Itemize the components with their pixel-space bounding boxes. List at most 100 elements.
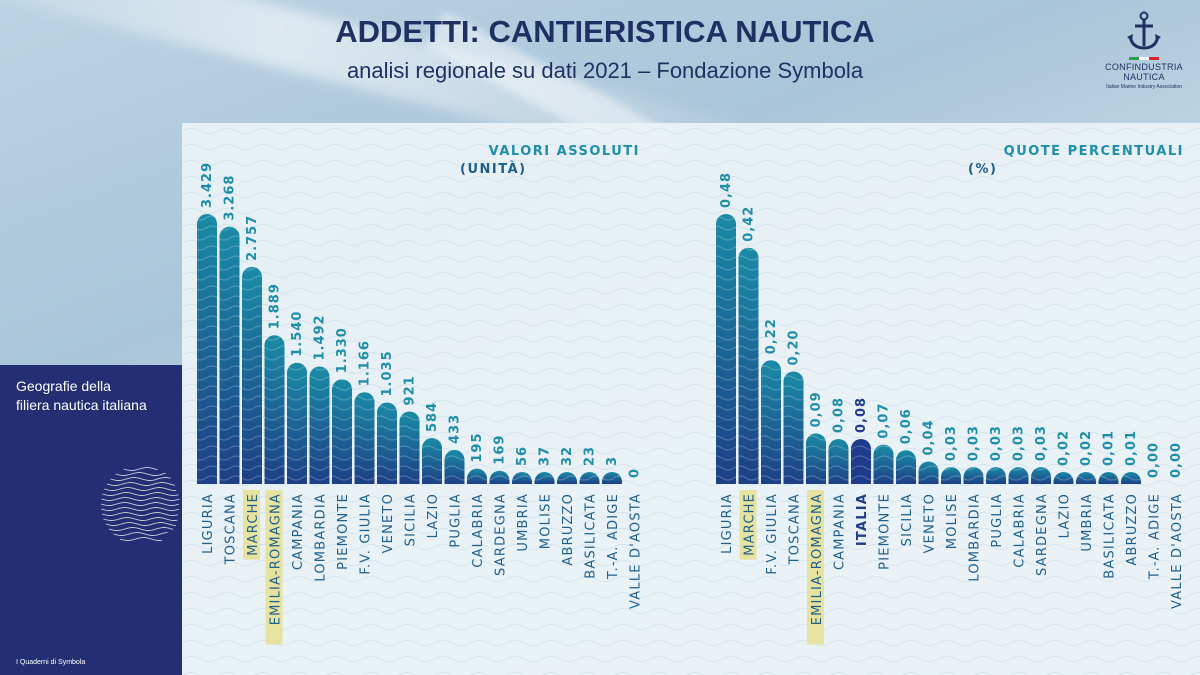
bar-value-label: 3 xyxy=(605,456,620,466)
category-label: MARCHE xyxy=(246,493,261,556)
category-label: LOMBARDIA xyxy=(314,493,329,582)
bar-wave-texture xyxy=(873,444,894,484)
flag-green-stripe xyxy=(1129,57,1139,60)
bar-wave-texture xyxy=(1076,472,1096,484)
globe-wave-line xyxy=(101,507,180,511)
bar-value-label: 0,20 xyxy=(787,329,802,365)
category-label: CALABRIA xyxy=(471,493,486,568)
category-label: CAMPANIA xyxy=(833,493,848,570)
bar-value-label: 0,03 xyxy=(944,425,959,461)
bar-wave-texture xyxy=(851,439,871,484)
category-label: BASILICATA xyxy=(584,493,599,579)
bar-wave-texture xyxy=(512,472,532,484)
bar-value-label: 0,03 xyxy=(967,425,982,461)
bar-value-label: 0,09 xyxy=(809,391,824,427)
category-label: TOSCANA xyxy=(788,493,803,565)
category-label: ITALIA xyxy=(855,493,870,546)
bar-wave-texture xyxy=(1121,472,1141,484)
category-label: MOLISE xyxy=(539,493,554,549)
bar-wave-texture xyxy=(287,362,307,484)
bar-value-label: 0,03 xyxy=(1034,425,1049,461)
category-label: VALLE D'AOSTA xyxy=(629,493,644,609)
category-label: EMILIA-ROMAGNA xyxy=(269,493,284,625)
bar-wave-texture xyxy=(354,392,375,484)
chart-subtitle: (UNITÀ) xyxy=(460,161,527,177)
globe-wave-line xyxy=(106,482,176,486)
category-label: LIGURIA xyxy=(201,493,216,554)
bar-value-label: 0,48 xyxy=(719,172,734,208)
bar-wave-texture xyxy=(219,226,240,484)
chart-quote-percentuali: QUOTE PERCENTUALI (%) 0,48 LIGURIA 0,42 MAR… xyxy=(716,144,1185,645)
anchor-icon xyxy=(1127,11,1161,50)
category-label: T.-A. ADIGE xyxy=(1148,493,1163,580)
category-label: EMILIA-ROMAGNA xyxy=(810,493,825,625)
bar-wave-texture xyxy=(489,470,510,484)
category-label: ABRUZZO xyxy=(561,493,576,566)
bar-value-label: 1.889 xyxy=(268,283,283,329)
globe-wave-line xyxy=(104,487,177,491)
globe-wave-line xyxy=(119,537,162,541)
bar-value-label: 1.330 xyxy=(335,327,350,373)
bar-value-label: 1.166 xyxy=(358,340,373,386)
category-label: VENETO xyxy=(381,493,396,553)
category-label: MOLISE xyxy=(945,493,960,549)
bar-wave-texture xyxy=(264,335,285,484)
bar-wave-texture xyxy=(761,360,781,484)
category-label: UMBRIA xyxy=(516,493,531,552)
category-label: ABRUZZO xyxy=(1125,493,1140,566)
bar-wave-texture xyxy=(716,214,736,484)
charts-canvas: VALORI ASSOLUTI (UNITÀ) 3.429 LIGURIA 3.26… xyxy=(182,123,1200,675)
category-label: LAZIO xyxy=(426,493,441,538)
globe-wave-line xyxy=(105,522,176,526)
bar-wave-texture xyxy=(242,266,262,484)
page-subtitle: analisi regionale su dati 2021 – Fondazi… xyxy=(346,58,864,83)
category-highlight xyxy=(807,490,824,645)
logo-line1: CONFINDUSTRIA xyxy=(1105,62,1183,72)
globe-wave-line xyxy=(102,492,179,496)
bar-value-label: 921 xyxy=(403,375,418,405)
bar-wave-texture xyxy=(602,472,622,484)
flag-red-stripe xyxy=(1149,57,1159,60)
bar-wave-texture xyxy=(896,450,916,484)
category-label: F.V. GIULIA xyxy=(359,493,374,575)
bar-wave-texture xyxy=(377,402,397,484)
bar-value-label: 0,03 xyxy=(1012,425,1027,461)
globe-wave-line xyxy=(101,497,180,501)
category-label: T.-A. ADIGE xyxy=(606,493,621,580)
bar-value-label: 23 xyxy=(583,446,598,466)
bar-value-label: 0,08 xyxy=(832,397,847,433)
bar-wave-texture xyxy=(1098,472,1119,484)
side-panel: Geografie della filiera nautica italiana… xyxy=(0,365,182,675)
bar-value-label: 0,01 xyxy=(1102,430,1117,466)
bar-wave-texture xyxy=(738,247,759,484)
bar-wave-texture xyxy=(399,411,420,484)
chart-card: VALORI ASSOLUTI (UNITÀ) 3.429 LIGURIA 3.26… xyxy=(182,123,1200,675)
bar-value-label: 0,01 xyxy=(1124,430,1139,466)
category-highlight xyxy=(243,490,260,560)
globe-wave-line xyxy=(110,477,171,481)
globe-wave-line xyxy=(123,467,158,471)
category-label: PUGLIA xyxy=(990,493,1005,548)
side-panel-line2: filiera nautica italiana xyxy=(16,397,147,413)
bar-value-label: 0,22 xyxy=(764,318,779,354)
category-label: PIEMONTE xyxy=(336,493,351,570)
bar-wave-texture xyxy=(309,366,330,484)
side-panel-heading: Geografie della filiera nautica italiana xyxy=(16,377,147,415)
bar-value-label: 0,07 xyxy=(877,403,892,439)
bar-wave-texture xyxy=(783,371,804,484)
italian-flag xyxy=(1129,57,1159,60)
bar-value-label: 3.429 xyxy=(200,162,215,208)
page-title: ADDETTI: CANTIERISTICA NAUTICA xyxy=(335,14,875,49)
category-label: LIGURIA xyxy=(720,493,735,554)
flag-white-stripe xyxy=(1139,57,1149,60)
bar-value-label: 169 xyxy=(493,435,508,465)
chart-title: QUOTE PERCENTUALI xyxy=(1004,144,1184,159)
side-panel-line1: Geografie della xyxy=(16,378,111,394)
category-label: TOSCANA xyxy=(224,493,239,565)
bar-value-label: 0,02 xyxy=(1057,430,1072,466)
bar-wave-texture xyxy=(332,379,352,484)
bar-value-label: 0,42 xyxy=(742,206,757,242)
category-label: CALABRIA xyxy=(1013,493,1028,568)
confindustria-nautica-logo: CONFINDUSTRIA NAUTICA Italian Marine Ind… xyxy=(1096,10,1192,90)
bar-wave-texture xyxy=(467,468,487,484)
